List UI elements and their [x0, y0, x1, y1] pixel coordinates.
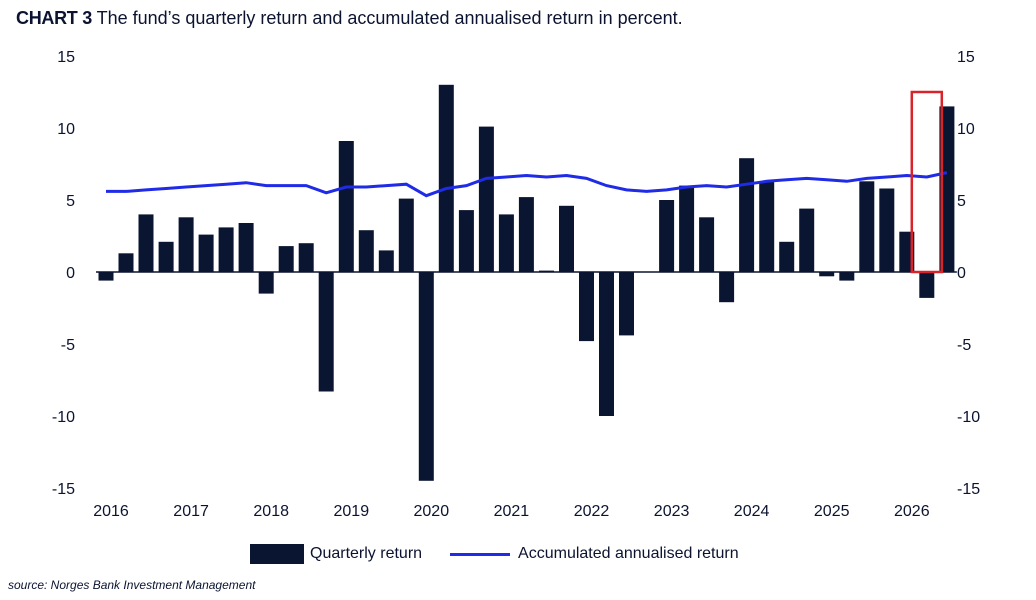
bar-37	[839, 272, 855, 281]
bar-15	[398, 198, 414, 272]
legend-bar-label: Quarterly return	[310, 545, 423, 562]
y-tick-left-1: 10	[57, 121, 75, 138]
legend-line-swatch	[450, 552, 511, 556]
bar-38	[859, 181, 875, 272]
x-tick-9: 2025	[814, 503, 850, 520]
bar-7	[238, 223, 254, 272]
bar-29	[679, 185, 695, 272]
bar-39	[879, 188, 895, 272]
x-tick-1: 2017	[173, 503, 209, 520]
bar-36	[819, 272, 835, 277]
legend-line-label: Accumulated annualised return	[518, 545, 739, 562]
bar-31	[719, 272, 735, 303]
bar-42	[939, 106, 955, 273]
x-tick-8: 2024	[734, 503, 770, 520]
bar-26	[619, 272, 634, 336]
y-tick-right-2: 5	[957, 193, 966, 210]
bar-32	[739, 158, 755, 272]
x-tick-7: 2023	[654, 503, 690, 520]
right-axis: 15 10 5 0 -5 -10 -15	[957, 49, 980, 498]
y-tick-right-6: -15	[957, 481, 980, 498]
bar-0	[98, 272, 114, 281]
bar-20	[498, 214, 514, 272]
legend: Quarterly return Accumulated annualised …	[250, 544, 739, 564]
highlight-box	[910, 90, 944, 274]
bar-33	[759, 181, 775, 272]
y-tick-left-2: 5	[66, 193, 75, 210]
x-tick-10: 2026	[894, 503, 930, 520]
bar-3	[158, 241, 174, 272]
bar-23	[559, 205, 574, 272]
accumulated-return-line	[106, 171, 948, 198]
x-tick-0: 2016	[93, 503, 129, 520]
chart-tag: CHART 3	[16, 8, 92, 28]
y-tick-right-0: 15	[957, 49, 975, 66]
bar-8	[258, 272, 274, 294]
bar-6	[218, 227, 234, 272]
left-axis: 15 10 5 0 -5 -10 -15	[52, 49, 75, 498]
y-tick-left-4: -5	[61, 337, 75, 354]
x-tick-6: 2022	[574, 503, 610, 520]
bar-series	[98, 84, 955, 481]
bar-11	[318, 272, 334, 392]
x-tick-3: 2019	[334, 503, 370, 520]
bar-34	[779, 241, 795, 272]
x-axis: 2016 2017 2018 2019 2020 2021 2022 2023 2024 2025…	[93, 503, 929, 520]
bar-1	[118, 253, 134, 272]
y-tick-left-3: 0	[66, 265, 75, 282]
x-tick-4: 2020	[414, 503, 450, 520]
bar-5	[198, 234, 214, 272]
bar-9	[278, 246, 294, 272]
bar-12	[338, 141, 354, 272]
y-tick-right-1: 10	[957, 121, 975, 138]
y-tick-left-5: -10	[52, 409, 75, 426]
bar-18	[458, 210, 474, 272]
bar-17	[438, 84, 454, 272]
x-tick-5: 2021	[494, 503, 530, 520]
y-tick-right-3: 0	[957, 265, 966, 282]
bar-25	[599, 272, 614, 416]
bar-24	[579, 272, 594, 342]
bar-2	[138, 214, 154, 272]
chart-title: CHART 3 The fund’s quarterly return and …	[16, 8, 683, 29]
bar-10	[298, 243, 314, 272]
bar-35	[799, 208, 815, 272]
source-note: source: Norges Bank Investment Managemen…	[8, 578, 256, 592]
bar-16	[418, 272, 434, 481]
bar-30	[699, 217, 715, 272]
y-tick-left-6: -15	[52, 481, 75, 498]
bar-13	[358, 230, 374, 272]
bar-21	[518, 197, 534, 272]
bar-28	[659, 200, 675, 272]
x-tick-2: 2018	[253, 503, 289, 520]
y-tick-right-5: -10	[957, 409, 980, 426]
y-tick-left-0: 15	[57, 49, 75, 66]
legend-bar-swatch	[250, 544, 304, 564]
y-tick-right-4: -5	[957, 337, 971, 354]
bar-19	[478, 126, 494, 272]
bar-4	[178, 217, 194, 272]
bar-41	[919, 272, 935, 298]
chart-title-text: The fund’s quarterly return and accumula…	[96, 8, 683, 28]
bar-14	[378, 250, 394, 272]
